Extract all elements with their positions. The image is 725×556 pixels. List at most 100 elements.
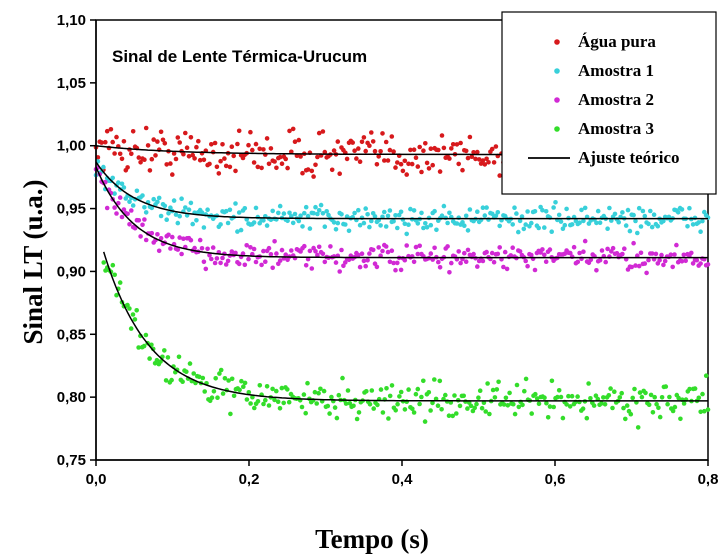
data-point	[163, 378, 169, 383]
data-point	[529, 252, 534, 258]
data-point	[158, 213, 164, 219]
data-point	[616, 219, 621, 225]
data-point	[402, 257, 408, 263]
data-point	[463, 259, 469, 265]
data-point	[397, 394, 402, 399]
data-point	[369, 218, 374, 224]
data-point	[571, 244, 577, 250]
data-point	[389, 248, 395, 253]
fit-line-series-3	[95, 166, 708, 259]
data-point	[588, 257, 594, 263]
data-point	[462, 250, 467, 256]
data-point	[549, 229, 554, 234]
data-point	[194, 144, 199, 150]
data-point	[475, 209, 480, 214]
data-point	[495, 210, 501, 215]
data-point	[404, 172, 410, 177]
data-point	[670, 264, 675, 270]
data-point	[437, 378, 443, 384]
data-point	[529, 220, 534, 226]
data-point	[121, 139, 127, 144]
data-point	[296, 218, 302, 224]
data-point	[659, 395, 665, 400]
data-point	[277, 203, 283, 209]
data-point	[577, 250, 582, 256]
data-point	[121, 185, 127, 190]
data-point	[292, 211, 298, 217]
data-point	[408, 147, 413, 153]
data-point	[424, 160, 430, 166]
data-point	[175, 135, 181, 140]
data-point	[692, 386, 698, 391]
data-point	[430, 257, 436, 262]
data-point	[480, 205, 486, 210]
data-point	[483, 409, 489, 414]
data-point	[316, 390, 321, 396]
data-point	[417, 243, 423, 249]
data-point	[218, 158, 223, 164]
data-point	[404, 243, 410, 248]
data-point	[212, 260, 218, 266]
data-point	[181, 151, 186, 157]
data-point	[361, 258, 367, 264]
data-point	[375, 402, 380, 408]
data-point	[370, 247, 376, 253]
data-point	[176, 354, 182, 360]
data-point	[275, 399, 281, 405]
data-point	[558, 219, 564, 224]
data-point	[334, 415, 340, 421]
data-point	[630, 395, 635, 401]
data-point	[484, 249, 489, 255]
data-point	[560, 226, 566, 231]
data-point	[672, 404, 678, 410]
data-point	[332, 405, 338, 410]
data-point	[569, 222, 575, 227]
data-point	[347, 401, 353, 406]
data-point	[200, 375, 206, 381]
data-point	[127, 306, 132, 311]
data-point	[437, 169, 443, 174]
data-point	[637, 390, 643, 395]
data-point	[337, 269, 343, 274]
data-point	[322, 224, 328, 229]
data-point	[610, 245, 616, 251]
data-point	[620, 210, 625, 215]
data-point	[687, 386, 692, 392]
data-point	[374, 264, 380, 270]
data-point	[569, 393, 575, 399]
data-point	[657, 414, 663, 420]
data-point	[426, 166, 432, 171]
data-point	[117, 280, 123, 285]
data-point	[183, 205, 188, 210]
data-point	[177, 140, 182, 145]
data-point	[382, 209, 387, 215]
data-point	[516, 229, 521, 235]
data-point	[354, 156, 359, 161]
y-tick-label: 0,75	[57, 452, 86, 469]
data-point	[114, 292, 119, 298]
data-point	[603, 259, 608, 265]
data-point	[503, 395, 509, 401]
data-point	[536, 401, 542, 407]
data-point	[318, 202, 324, 208]
data-point	[248, 401, 253, 406]
data-point	[511, 401, 516, 407]
data-point	[299, 404, 305, 410]
data-point	[595, 208, 601, 214]
data-point	[435, 403, 441, 409]
data-point	[398, 161, 404, 167]
data-point	[155, 232, 160, 237]
data-point	[272, 397, 277, 403]
data-point	[201, 157, 207, 163]
x-tick-label: 0,6	[545, 471, 566, 488]
data-point	[620, 251, 625, 257]
data-point	[279, 247, 285, 253]
data-point	[614, 251, 620, 256]
data-point	[286, 399, 292, 405]
legend-marker	[554, 68, 560, 74]
x-tick-label: 0,2	[239, 471, 260, 488]
data-point	[242, 380, 248, 386]
data-point	[605, 226, 610, 231]
data-point	[229, 144, 235, 149]
